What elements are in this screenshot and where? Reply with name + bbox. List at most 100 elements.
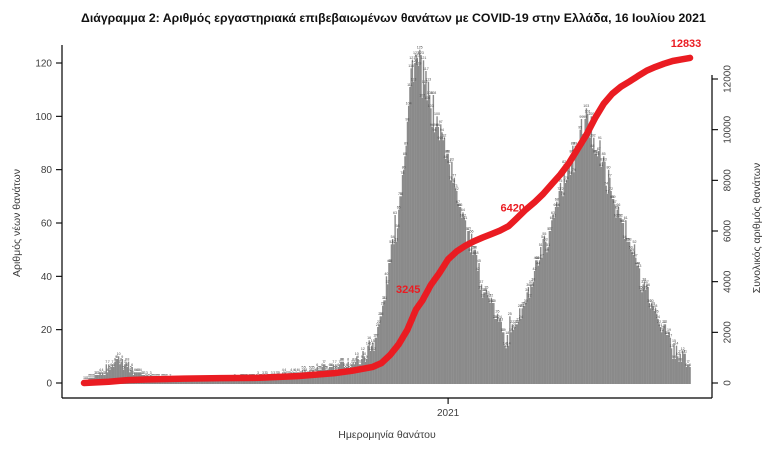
svg-text:4: 4	[327, 368, 329, 372]
svg-text:5: 5	[345, 366, 347, 370]
svg-text:5: 5	[130, 366, 132, 370]
svg-text:83: 83	[600, 158, 604, 162]
svg-text:57: 57	[549, 227, 553, 231]
svg-text:2: 2	[152, 374, 154, 378]
y-right-tick-label: 0	[723, 380, 734, 386]
svg-text:11: 11	[683, 350, 687, 354]
svg-text:77: 77	[608, 174, 612, 178]
svg-text:2: 2	[151, 374, 153, 378]
svg-text:24: 24	[656, 315, 660, 319]
svg-text:57: 57	[466, 227, 470, 231]
svg-text:5: 5	[302, 366, 304, 370]
svg-text:21: 21	[658, 323, 662, 327]
svg-text:18: 18	[505, 331, 509, 335]
svg-text:3: 3	[150, 371, 152, 375]
svg-text:85: 85	[403, 152, 407, 156]
svg-text:37: 37	[479, 280, 483, 284]
svg-text:61: 61	[624, 216, 628, 220]
svg-text:4: 4	[135, 368, 137, 372]
svg-text:4: 4	[294, 368, 296, 372]
svg-text:50: 50	[629, 246, 633, 250]
svg-text:9: 9	[357, 355, 359, 359]
svg-text:7: 7	[353, 360, 355, 364]
svg-text:25: 25	[508, 312, 512, 316]
svg-text:3: 3	[97, 371, 99, 375]
svg-text:66: 66	[556, 203, 560, 207]
svg-text:36: 36	[526, 283, 530, 287]
svg-text:12: 12	[372, 347, 376, 351]
svg-text:4: 4	[129, 368, 131, 372]
svg-text:67: 67	[613, 200, 617, 204]
svg-text:12: 12	[681, 347, 685, 351]
svg-text:54: 54	[391, 235, 395, 239]
svg-text:10: 10	[117, 352, 121, 356]
y-right-tick-label: 4000	[723, 270, 734, 293]
svg-text:6: 6	[329, 363, 331, 367]
svg-text:73: 73	[454, 184, 458, 188]
svg-text:29: 29	[651, 302, 655, 306]
svg-text:4: 4	[314, 368, 316, 372]
svg-text:3: 3	[289, 371, 291, 375]
svg-text:51: 51	[539, 243, 543, 247]
svg-text:38: 38	[642, 278, 646, 282]
svg-text:5: 5	[123, 366, 125, 370]
svg-text:3: 3	[100, 371, 102, 375]
svg-text:66: 66	[458, 203, 462, 207]
svg-text:6: 6	[321, 363, 323, 367]
svg-text:8: 8	[127, 358, 129, 362]
svg-text:7: 7	[360, 360, 362, 364]
svg-text:7: 7	[105, 360, 107, 364]
svg-text:19: 19	[667, 328, 671, 332]
svg-text:3: 3	[146, 371, 148, 375]
svg-text:2: 2	[163, 374, 165, 378]
svg-text:52: 52	[633, 240, 637, 244]
svg-text:121: 121	[420, 56, 426, 60]
svg-text:2: 2	[169, 374, 171, 378]
svg-text:2: 2	[92, 374, 94, 378]
svg-text:4: 4	[102, 368, 104, 372]
svg-text:92: 92	[588, 134, 592, 138]
svg-text:77: 77	[452, 174, 456, 178]
svg-text:62: 62	[614, 214, 618, 218]
svg-text:6: 6	[346, 363, 348, 367]
annotation-label: 3245	[396, 284, 420, 296]
svg-text:65: 65	[397, 206, 401, 210]
svg-text:30: 30	[647, 299, 651, 303]
svg-text:3: 3	[292, 371, 294, 375]
svg-text:10: 10	[362, 352, 366, 356]
svg-text:4: 4	[282, 368, 284, 372]
svg-text:4: 4	[297, 368, 299, 372]
svg-text:61: 61	[550, 216, 554, 220]
x-axis: 2021	[437, 398, 460, 419]
svg-text:89: 89	[404, 142, 408, 146]
svg-text:23: 23	[499, 318, 503, 322]
svg-text:17: 17	[668, 334, 672, 338]
svg-text:14: 14	[370, 342, 374, 346]
svg-text:3: 3	[103, 371, 105, 375]
svg-text:23: 23	[497, 318, 501, 322]
y-right-tick-label: 10000	[723, 115, 734, 143]
svg-text:3: 3	[285, 371, 287, 375]
svg-text:6: 6	[113, 363, 115, 367]
y-left-tick-label: 120	[35, 59, 52, 70]
svg-text:4: 4	[290, 368, 292, 372]
svg-text:107: 107	[419, 94, 425, 98]
svg-text:8: 8	[352, 358, 354, 362]
svg-text:4: 4	[107, 368, 109, 372]
svg-text:32: 32	[489, 294, 493, 298]
svg-text:17: 17	[373, 334, 377, 338]
y-right-tick-label: 8000	[723, 169, 734, 192]
y-left-tick-label: 0	[46, 379, 52, 390]
svg-text:48: 48	[475, 251, 479, 255]
svg-text:4: 4	[310, 368, 312, 372]
svg-text:49: 49	[630, 248, 634, 252]
svg-text:10: 10	[355, 352, 359, 356]
svg-text:75: 75	[563, 179, 567, 183]
svg-text:34: 34	[482, 288, 486, 292]
svg-text:5: 5	[336, 366, 338, 370]
svg-text:2: 2	[88, 374, 90, 378]
svg-text:2: 2	[153, 374, 155, 378]
svg-text:17: 17	[375, 334, 379, 338]
svg-text:111: 111	[407, 83, 412, 87]
svg-text:98: 98	[405, 118, 409, 122]
